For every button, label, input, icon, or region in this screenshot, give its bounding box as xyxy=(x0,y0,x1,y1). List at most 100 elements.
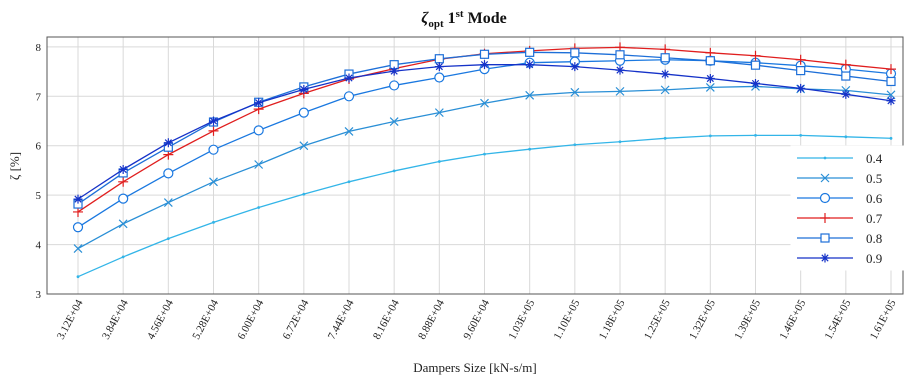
legend-marker xyxy=(820,213,830,223)
y-tick-label: 4 xyxy=(36,240,42,252)
data-point xyxy=(708,134,712,138)
x-tick-label: 8.88E+04 xyxy=(416,297,447,341)
data-point xyxy=(796,83,806,93)
x-tick-label: 9.60E+04 xyxy=(461,297,492,341)
data-point xyxy=(434,62,444,72)
legend-marker xyxy=(820,253,830,263)
data-point xyxy=(618,140,622,144)
data-point xyxy=(72,222,84,233)
data-point xyxy=(570,48,580,58)
x-tick-label: 1.61E+05 xyxy=(868,297,899,341)
data-point xyxy=(302,192,306,196)
x-tick-label: 3.12E+04 xyxy=(55,297,86,341)
y-tick-label: 6 xyxy=(36,141,42,153)
y-tick-label: 7 xyxy=(36,91,42,103)
plot-frame xyxy=(46,36,904,295)
data-point xyxy=(525,90,535,100)
data-point xyxy=(754,133,757,137)
x-tick-label: 1.25E+05 xyxy=(642,297,673,341)
data-point xyxy=(257,206,261,209)
data-point xyxy=(483,152,486,156)
data-point xyxy=(615,65,625,75)
x-tick-label: 1.32E+05 xyxy=(687,297,718,341)
x-tick-label: 3.84E+04 xyxy=(100,297,131,341)
data-point xyxy=(73,244,83,253)
data-point xyxy=(299,84,309,94)
x-tick-label: 7.44E+04 xyxy=(326,297,357,341)
data-point xyxy=(660,69,670,79)
data-point xyxy=(163,168,174,179)
data-point xyxy=(840,59,851,70)
data-point xyxy=(437,160,441,163)
data-point xyxy=(615,50,625,60)
legend-item-0.7: 0.7 xyxy=(797,211,883,226)
y-tick-labels: 3 4 5 6 7 8 xyxy=(36,42,42,301)
y-tick-label: 5 xyxy=(36,190,42,202)
data-point xyxy=(166,237,170,241)
data-point xyxy=(344,126,354,136)
data-point xyxy=(212,220,215,224)
data-point xyxy=(480,98,489,108)
data-point xyxy=(434,54,444,64)
data-point xyxy=(889,136,893,140)
data-point xyxy=(344,73,354,83)
data-point xyxy=(209,177,218,187)
data-point xyxy=(525,47,535,57)
data-point xyxy=(118,219,128,229)
series-0.9 xyxy=(73,60,896,204)
x-tick-label: 1.46E+05 xyxy=(777,297,808,341)
data-point xyxy=(299,141,309,151)
data-point xyxy=(573,143,577,147)
legend-marker xyxy=(820,233,830,243)
data-point xyxy=(389,66,399,76)
data-point xyxy=(118,164,128,174)
x-tick-label: 1.10E+05 xyxy=(552,297,583,341)
data-point xyxy=(163,138,173,148)
data-point xyxy=(705,82,715,92)
y-tick-label: 8 xyxy=(36,42,42,54)
y-axis-title: ζ [%] xyxy=(7,152,22,180)
data-point xyxy=(389,117,399,126)
data-point xyxy=(392,169,396,173)
data-point xyxy=(528,147,532,151)
data-point xyxy=(570,62,580,72)
x-tick-label: 1.39E+05 xyxy=(732,297,763,341)
legend: 0.4 0.5 0.6 0.7 0.8 0.9 xyxy=(790,145,904,271)
x-tick-label: 1.54E+05 xyxy=(823,297,854,341)
legend-item-0.8: 0.8 xyxy=(797,231,882,246)
data-point xyxy=(118,193,129,204)
chart-title-sub: opt xyxy=(428,18,444,30)
data-point xyxy=(209,116,218,126)
x-tick-label: 6.00E+04 xyxy=(235,297,266,341)
data-point xyxy=(121,255,125,259)
legend-item-0.4: 0.4 xyxy=(797,151,883,166)
data-point xyxy=(479,49,490,59)
data-point xyxy=(208,144,219,155)
data-point xyxy=(705,56,715,66)
data-point xyxy=(254,98,264,108)
legend-label: 0.6 xyxy=(866,191,883,206)
data-point xyxy=(660,44,671,55)
data-point xyxy=(73,194,83,204)
legend-marker xyxy=(819,192,831,204)
data-point xyxy=(343,91,355,102)
y-tick-label: 3 xyxy=(36,289,42,301)
legend-marker xyxy=(823,156,827,160)
data-point xyxy=(841,89,851,99)
data-point xyxy=(886,96,896,106)
x-tick-labels: 3.12E+04 3.84E+04 4.56E+04 5.28E+04 6.00E+04… xyxy=(55,297,899,341)
data-point xyxy=(663,136,667,140)
chart-title: ζopt 1st Mode xyxy=(421,8,506,30)
series-0.4 xyxy=(76,133,893,279)
x-axis-title: Dampers Size [kN-s/m] xyxy=(413,360,536,375)
data-point xyxy=(615,86,625,96)
data-point xyxy=(434,108,444,118)
x-tick-label: 1.03E+05 xyxy=(506,297,537,341)
data-point xyxy=(118,176,129,187)
chart-title-main: ζ xyxy=(421,10,429,27)
data-point xyxy=(525,60,535,70)
data-point xyxy=(750,60,761,70)
legend-label: 0.4 xyxy=(866,151,883,166)
chart-title-sup: st xyxy=(456,8,464,20)
